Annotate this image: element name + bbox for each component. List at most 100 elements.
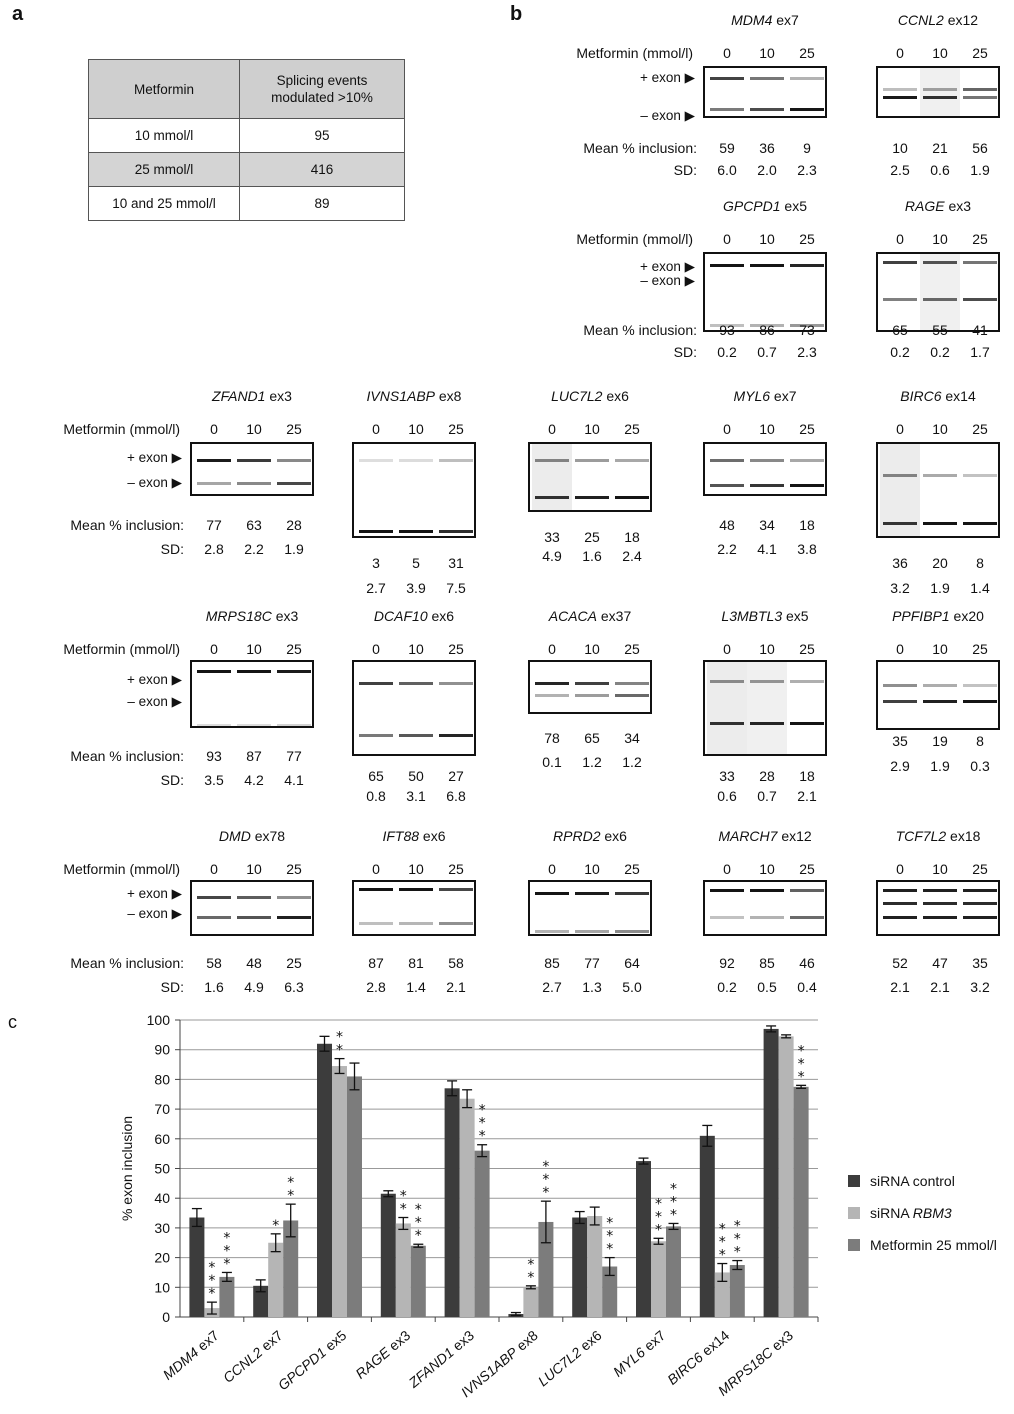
dose-label: 25: [799, 641, 815, 657]
sd-value: 1.2: [582, 754, 602, 770]
sd-value: 2.5: [890, 162, 910, 178]
sd-value: 2.8: [204, 541, 224, 557]
legend-swatch: [848, 1207, 860, 1219]
significance-star: *: [798, 1069, 805, 1085]
gel-band: [535, 892, 569, 895]
gel-band: [750, 324, 784, 327]
significance-star: *: [734, 1245, 741, 1261]
gel-band: [439, 922, 473, 925]
gel-band: [710, 459, 744, 462]
gel-lane: [396, 662, 436, 754]
mean-inclusion-value: 86: [759, 322, 775, 338]
gel-band: [883, 261, 917, 264]
exon-number: ex7: [770, 388, 797, 404]
significance-star: *: [798, 1043, 805, 1059]
gel-lane: [234, 882, 274, 934]
gel-title: LUC7L2 ex6: [530, 388, 650, 404]
sd-label: SD:: [673, 344, 697, 360]
gene-name: GPCPD1: [722, 198, 781, 214]
dose-label: 10: [246, 421, 262, 437]
gel-lane: [960, 68, 998, 116]
gel-band: [923, 700, 957, 703]
mean-inclusion-value: 36: [892, 555, 908, 571]
mean-inclusion-value: 28: [759, 768, 775, 784]
sd-value: 1.6: [582, 548, 602, 564]
sd-value: 5.0: [622, 979, 642, 995]
significance-star: *: [272, 1218, 279, 1234]
significance-star: *: [655, 1196, 662, 1212]
gel-image: [703, 252, 827, 332]
gel-lane: [274, 882, 312, 934]
significance-star: *: [223, 1243, 230, 1259]
bar: [729, 1265, 745, 1317]
gel-band: [197, 724, 231, 726]
dose-label: 0: [896, 231, 904, 247]
gel-band: [359, 682, 393, 685]
y-tick-label: 10: [154, 1279, 170, 1295]
gene-name: MRPS18C: [715, 1343, 777, 1398]
bar: [189, 1217, 205, 1317]
gel-title: DCAF10 ex6: [354, 608, 474, 624]
gel-lane: [274, 662, 312, 726]
dose-label: 0: [723, 45, 731, 61]
bar: [793, 1086, 809, 1317]
gel-lane: [787, 68, 825, 116]
bar: [714, 1272, 730, 1317]
mean-inclusion-label: Mean % inclusion:: [70, 748, 184, 764]
gel-band: [963, 88, 997, 91]
sd-value: 1.9: [284, 541, 304, 557]
gel-lane: [532, 444, 572, 510]
gel-lane: [920, 882, 960, 934]
dose-label: 10: [932, 861, 948, 877]
gel-image: [703, 442, 827, 496]
sd-value: 4.2: [244, 772, 264, 788]
significance-star: *: [223, 1230, 230, 1246]
gel-image: [876, 442, 1000, 538]
gel-band: [750, 77, 784, 80]
gel-band: [237, 459, 271, 462]
panel-label-a: a: [12, 3, 24, 25]
sd-value: 0.2: [890, 344, 910, 360]
mean-inclusion-value: 18: [799, 517, 815, 533]
gel-image: [876, 252, 1000, 332]
dose-label: 0: [723, 641, 731, 657]
exon-number: ex7: [772, 12, 799, 28]
gel-lane: [707, 662, 747, 754]
legend-label: siRNA control: [870, 1173, 955, 1189]
mean-inclusion-value: 28: [286, 517, 302, 533]
dose-label: 0: [372, 861, 380, 877]
legend-item: Metformin 25 mmol/l: [848, 1237, 997, 1253]
legend-item: siRNA RBM3: [848, 1205, 952, 1221]
table-cell-label: 10 mmol/l: [88, 118, 240, 153]
gel-band: [237, 896, 271, 899]
significance-star: *: [208, 1286, 215, 1302]
bar: [587, 1216, 603, 1317]
gel-image: [703, 880, 827, 936]
gene-name: LUC7L2: [551, 388, 603, 404]
sd-value: 6.0: [717, 162, 737, 178]
exon-number: ex18: [946, 828, 981, 844]
gel-band: [790, 484, 824, 487]
dose-label: 10: [759, 421, 775, 437]
dose-label: 25: [799, 45, 815, 61]
dose-label: 0: [372, 421, 380, 437]
gel-band: [750, 108, 784, 111]
gel-band: [883, 700, 917, 703]
gel-band: [277, 896, 311, 899]
legend-swatch: [848, 1175, 860, 1187]
significance-star: *: [400, 1202, 407, 1218]
mean-inclusion-value: 48: [246, 955, 262, 971]
mean-inclusion-value: 27: [448, 768, 464, 784]
significance-star: *: [606, 1242, 613, 1258]
mean-inclusion-value: 73: [799, 322, 815, 338]
significance-star: *: [415, 1202, 422, 1218]
significance-star: *: [719, 1235, 726, 1251]
x-tick-label: CCNL2 ex7: [220, 1327, 286, 1386]
gel-lane: [707, 444, 747, 494]
gel-band: [923, 474, 957, 477]
gel-band: [615, 892, 649, 895]
sd-value: 0.2: [717, 344, 737, 360]
x-tick-label: RAGE ex3: [352, 1327, 413, 1382]
gel-band: [883, 902, 917, 905]
